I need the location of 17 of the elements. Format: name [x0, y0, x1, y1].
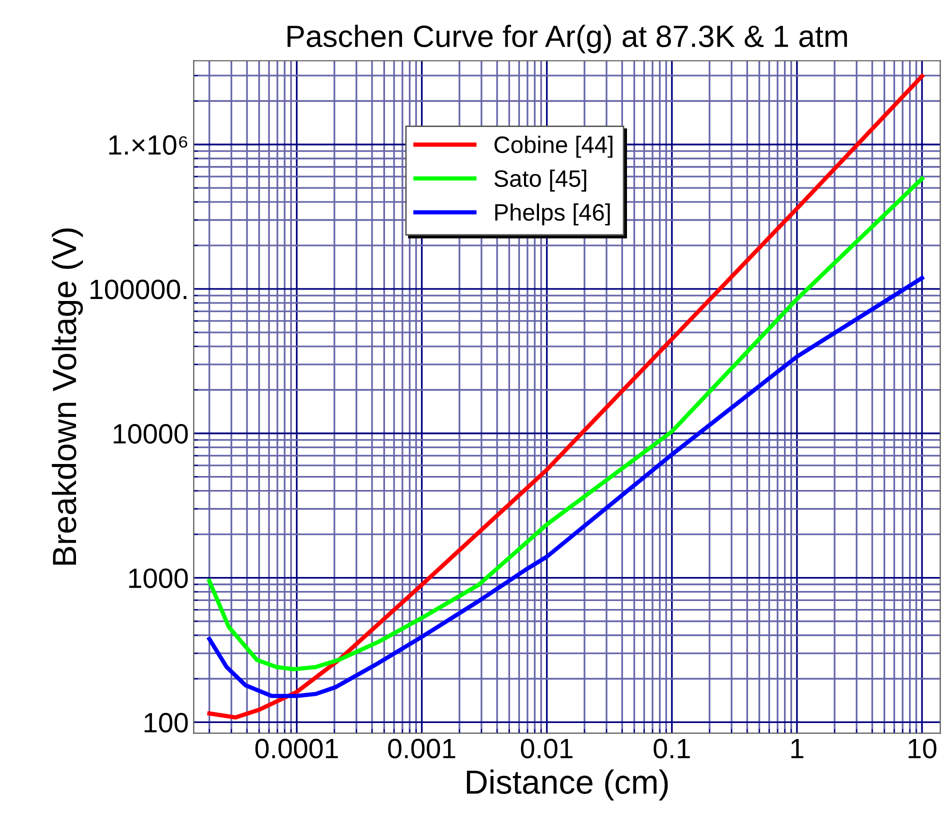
y-tick-label: 10000 — [114, 424, 188, 444]
x-axis-title: Distance (cm) — [466, 769, 668, 801]
legend-label: Phelps [46] — [495, 203, 610, 226]
x-tick-label: 0.01 — [520, 738, 573, 758]
x-tick-label: 0.0001 — [255, 738, 338, 758]
y-tick-label: 1.×10⁶ — [109, 135, 188, 155]
y-axis-title: Breakdown Voltage (V) — [52, 228, 83, 565]
legend-label: Cobine [44] — [494, 136, 612, 158]
x-tick-label: 1 — [791, 739, 804, 758]
y-tick-label: 100 — [144, 712, 188, 733]
legend-label: Sato [45] — [494, 170, 586, 192]
chart-title: Paschen Curve for Ar(g) at 87.3K & 1 atm — [288, 24, 847, 54]
x-tick-label: 10 — [908, 738, 936, 758]
y-tick-label: 1000 — [129, 568, 188, 588]
x-tick-label: 0.001 — [388, 738, 456, 758]
x-tick-label: 0.1 — [654, 738, 690, 758]
y-tick-label: 100000. — [90, 280, 186, 300]
